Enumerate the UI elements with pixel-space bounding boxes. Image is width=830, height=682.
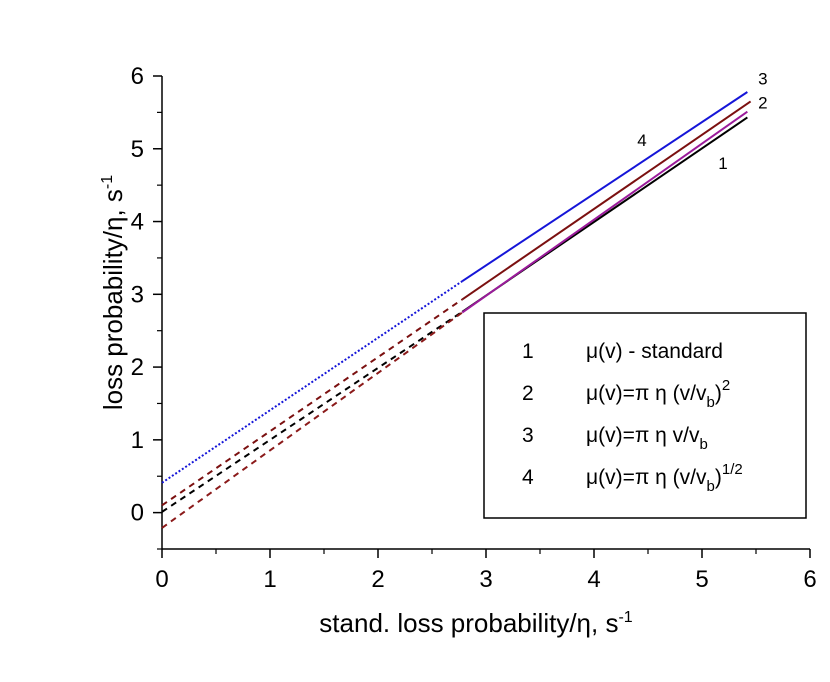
y-tick-label: 4 <box>131 209 144 236</box>
series-4-line <box>461 110 748 314</box>
axes: 0 1 2 3 4 5 6 0 1 2 3 4 5 6 stand. loss probability/η,… <box>98 63 817 638</box>
x-tick-label: 2 <box>371 566 384 593</box>
x-axis-title: stand. loss probability/η, s-1 <box>319 608 632 638</box>
legend-number-4: 4 <box>522 466 534 489</box>
y-tick-label: 3 <box>131 281 144 308</box>
series-4-dashed-line <box>161 311 463 529</box>
series-3-line <box>461 91 748 283</box>
legend-number-2: 2 <box>522 382 534 405</box>
series-group <box>161 91 752 529</box>
y-axis-title: loss probability/η, s-1 <box>98 175 128 410</box>
legend: 1 μ(v) - standard 2 μ(v)=π η (v/vb)2 3 μ(v)=π… <box>483 312 807 519</box>
curve-label-4: 4 <box>637 131 646 150</box>
series-2-line <box>461 100 752 301</box>
curve-label-1: 1 <box>718 154 727 173</box>
curve-labels: 3 2 4 1 <box>637 70 767 173</box>
x-tick-label: 3 <box>479 566 492 593</box>
y-tick-label: 0 <box>131 500 144 527</box>
y-tick-label: 6 <box>131 63 144 90</box>
series-1-dashed-line <box>161 310 463 513</box>
x-tick-label: 0 <box>155 566 168 593</box>
x-tick-label: 6 <box>803 566 816 593</box>
y-tick-label: 2 <box>131 354 144 381</box>
y-tick-label: 1 <box>131 427 144 454</box>
legend-label-1: μ(v) - standard <box>586 340 723 363</box>
x-tick-label: 1 <box>263 566 276 593</box>
legend-label-2: μ(v)=π η (v/vb)2 <box>586 377 730 411</box>
x-tick-label: 4 <box>587 566 600 593</box>
legend-box <box>483 312 807 519</box>
curve-label-3: 3 <box>758 70 767 89</box>
curve-label-2: 2 <box>758 94 767 113</box>
legend-label-3: μ(v)=π η v/vb <box>586 424 708 453</box>
y-tick-label: 5 <box>131 136 144 163</box>
series-2-dashed-line <box>161 298 463 507</box>
x-tick-label: 5 <box>695 566 708 593</box>
legend-number-3: 3 <box>522 424 534 447</box>
legend-label-4: μ(v)=π η (v/vb)1/2 <box>586 461 743 495</box>
series-3-dashed-line <box>161 280 463 484</box>
legend-number-1: 1 <box>522 340 534 363</box>
